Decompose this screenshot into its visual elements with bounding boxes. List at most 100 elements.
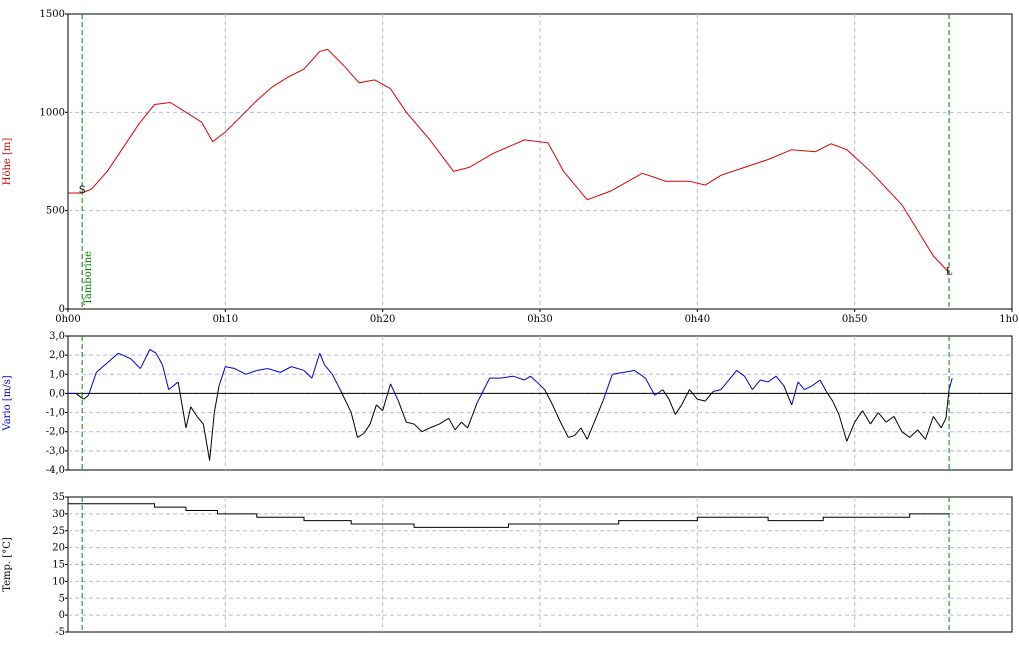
vario-segment	[513, 375, 525, 381]
vario-segment	[155, 352, 163, 365]
vario-segment	[339, 389, 352, 413]
vario-segment	[797, 381, 805, 390]
vario-segment	[704, 391, 714, 402]
y-tick-label: 0,0	[49, 388, 65, 399]
vario-segment	[568, 435, 575, 438]
vario-segment	[390, 383, 399, 402]
vario-segment	[825, 391, 834, 402]
y-tick-label: 20	[52, 543, 65, 554]
vario-segment	[760, 379, 769, 383]
vario-segment	[697, 398, 706, 402]
vario-segment	[811, 379, 821, 387]
x-tick-label: 0h50	[842, 314, 868, 325]
vario-segment	[213, 385, 220, 413]
vario-segment	[744, 375, 753, 390]
vario-segment	[893, 416, 903, 432]
vario-segment	[460, 421, 468, 429]
y-tick-label: -1,0	[46, 408, 65, 419]
vario-segment	[580, 427, 588, 440]
vario-segment	[901, 431, 911, 438]
temperature-line	[68, 503, 950, 528]
vario-segment	[209, 412, 215, 461]
vario-segment	[139, 349, 151, 369]
y-tick-label: 3,0	[49, 331, 65, 342]
vario-segment	[917, 429, 926, 440]
vario-segment	[83, 394, 89, 400]
vario-segment	[202, 423, 211, 461]
vario-segment	[168, 381, 179, 390]
vario-segment	[454, 421, 462, 431]
vario-segment	[612, 371, 624, 375]
y-tick-label: 1000	[40, 107, 65, 118]
y-tick-label: 1500	[40, 9, 65, 20]
vario-segment	[832, 400, 840, 415]
vario-segment	[196, 416, 204, 425]
vario-segment	[544, 389, 554, 406]
vario-segment	[311, 353, 321, 379]
vario-segment	[668, 398, 676, 415]
vario-segment	[448, 418, 456, 431]
vario-segment	[118, 352, 132, 360]
x-tick-label: 0h40	[685, 314, 711, 325]
altitude-panel: 0 500 1000 1500 Höhe [m] 0h00 0h10 0h20 0h30 0h40…	[2, 9, 1019, 325]
vario-segment	[804, 385, 813, 391]
y-tick-label: 15	[52, 560, 65, 571]
y-tick-label: -2,0	[46, 427, 65, 438]
vario-segment	[593, 400, 604, 425]
vario-segment	[689, 389, 698, 400]
vario-segment	[87, 372, 97, 396]
vario-segment	[363, 423, 371, 434]
vario-segment	[382, 383, 392, 411]
y-tick-label: -3,0	[46, 446, 65, 457]
vario-segment	[234, 368, 247, 375]
vario-segment	[413, 423, 423, 433]
vario-segment	[767, 375, 777, 383]
waypoint-label: Tamborine	[83, 251, 94, 305]
vario-segment	[644, 377, 656, 396]
vario-segment	[280, 366, 292, 373]
vario-segment	[932, 416, 942, 429]
y-tick-label: 500	[46, 206, 65, 217]
vario-segment	[161, 364, 170, 390]
vario-segment	[948, 377, 953, 390]
vario-segment	[877, 412, 887, 423]
vario-segment	[256, 368, 268, 371]
vario-segment	[185, 406, 192, 428]
vario-segment	[885, 415, 895, 423]
vario-segment	[536, 381, 546, 390]
vario-segment	[775, 375, 785, 387]
vario-segment	[476, 377, 491, 404]
vario-segment	[331, 374, 341, 390]
vario-segment	[130, 358, 141, 369]
vario-segment	[634, 370, 646, 379]
temperature-panel: -5 0 5 10 15 20 25 30 35 Temp. [°C]	[2, 492, 1013, 638]
y-tick-label: -5	[55, 627, 65, 638]
y-tick-label: 1,0	[49, 369, 65, 380]
vario-segment	[350, 412, 358, 438]
start-point-label: S	[79, 185, 86, 196]
vario-segment	[149, 348, 157, 354]
y-tick-label: 5	[59, 593, 65, 604]
altitude-line	[68, 48, 950, 273]
x-tick-label: 0h20	[370, 314, 396, 325]
vario-segment	[819, 379, 827, 392]
vario-segment	[439, 417, 450, 425]
vario-segment	[267, 368, 281, 373]
vario-segment	[736, 370, 745, 377]
vario-segment	[552, 404, 561, 423]
vario-segment	[674, 404, 683, 415]
vario-segment	[225, 366, 235, 370]
vario-segment	[245, 369, 257, 375]
vario-segment	[319, 353, 325, 365]
vario-segment	[107, 352, 119, 364]
x-tick-label: 0h00	[55, 314, 81, 325]
y-tick-label: 35	[52, 492, 65, 503]
vario-segment	[586, 423, 594, 440]
vario-segment	[467, 402, 478, 429]
vario-segment	[429, 423, 440, 429]
vario-segment	[783, 385, 793, 406]
x-tick-label: 0h10	[213, 314, 239, 325]
vario-segment	[869, 412, 879, 425]
